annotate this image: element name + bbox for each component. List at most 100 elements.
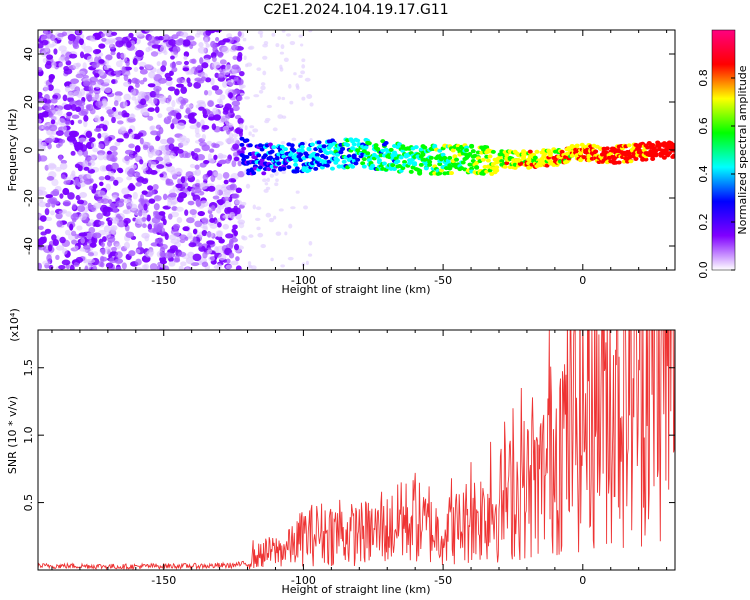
heatmap-noise-point (60, 159, 68, 164)
heatmap-faint-point (288, 83, 292, 89)
heatmap-noise-point (199, 182, 208, 190)
heatmap-noise-point (225, 264, 233, 270)
heatmap-noise-point (103, 225, 112, 233)
heatmap-band-point (239, 136, 245, 141)
heatmap-noise-point (132, 191, 138, 200)
heatmap-noise-point (238, 222, 245, 229)
heatmap-noise-point (185, 104, 194, 109)
heatmap-faint-point (240, 84, 246, 89)
heatmap-noise-point (150, 148, 160, 156)
heatmap-band-point (239, 142, 245, 147)
heatmap-noise-point (225, 233, 234, 239)
heatmap-noise-point (147, 161, 157, 168)
heatmap-noise-point (164, 265, 170, 270)
heatmap-noise-point (141, 178, 149, 185)
heatmap-noise-point (181, 150, 189, 159)
heatmap-noise-point (61, 31, 68, 37)
heatmap-noise-point (99, 255, 105, 263)
heatmap-noise-point (175, 206, 184, 212)
heatmap-noise-point (131, 96, 137, 101)
heatmap-band-point (616, 160, 622, 165)
heatmap-noise-point (191, 58, 197, 65)
heatmap-band-point (512, 165, 518, 170)
heatmap-noise-point (128, 250, 136, 257)
heatmap-faint-point (275, 43, 280, 48)
heatmap-faint-point (309, 137, 313, 142)
heatmap-noise-point (117, 120, 124, 125)
heatmap-noise-point (199, 57, 204, 65)
heatmap-noise-point (187, 113, 195, 120)
heatmap-noise-point (56, 220, 63, 228)
heatmap-faint-point (301, 64, 306, 69)
heatmap-noise-point (189, 208, 197, 216)
heatmap-faint-point (254, 217, 261, 222)
heatmap-noise-point (141, 209, 147, 216)
heatmap-faint-point (268, 217, 275, 223)
heatmap-band-point (460, 160, 466, 165)
heatmap-noise-point (199, 200, 209, 208)
heatmap-noise-point (97, 153, 105, 161)
heatmap-noise-point (220, 64, 226, 70)
heatmap-noise-point (204, 37, 209, 45)
heatmap-faint-point (266, 104, 273, 109)
heatmap-noise-point (128, 32, 134, 39)
heatmap-band-point (351, 142, 357, 147)
heatmap-band-point (355, 138, 361, 143)
heatmap-noise-point (115, 40, 124, 48)
heatmap-noise-point (211, 123, 217, 131)
heatmap-noise-point (189, 43, 194, 50)
heatmap-noise-point (206, 231, 214, 238)
heatmap-faint-point (249, 125, 255, 129)
heatmap-noise-point (233, 76, 239, 82)
heatmap-noise-point (116, 52, 122, 59)
heatmap-noise-point (151, 44, 161, 49)
heatmap-noise-point (44, 208, 50, 216)
heatmap-faint-point (293, 72, 297, 76)
heatmap-noise-point (225, 258, 231, 264)
heatmap-noise-point (115, 36, 123, 41)
heatmap-noise-point (235, 256, 240, 262)
heatmap-noise-point (149, 90, 157, 98)
heatmap-noise-point (182, 67, 190, 72)
heatmap-noise-point (124, 149, 134, 155)
heatmap-noise-point (126, 175, 132, 181)
heatmap-band-point (269, 149, 275, 154)
heatmap-noise-point (210, 77, 215, 86)
heatmap-noise-point (58, 45, 67, 52)
heatmap-noise-point (70, 213, 79, 221)
heatmap-noise-point (104, 87, 112, 93)
heatmap-band-point (467, 152, 473, 157)
heatmap-band-point (452, 154, 458, 159)
heatmap-noise-point (145, 46, 151, 53)
heatmap-noise-point (67, 33, 76, 42)
heatmap-band-point (353, 161, 359, 166)
heatmap-band-point (628, 159, 634, 164)
heatmap-noise-point (160, 65, 167, 72)
heatmap-band-point (391, 166, 397, 171)
heatmap-noise-point (83, 80, 91, 87)
heatmap-band-point (247, 143, 253, 148)
heatmap-noise-point (233, 156, 240, 162)
heatmap-band-point (329, 166, 335, 171)
heatmap-faint-point (295, 190, 300, 194)
heatmap-band-point (670, 142, 675, 147)
heatmap-band-point (593, 149, 599, 154)
heatmap-noise-point (93, 93, 101, 101)
heatmap-noise-point (207, 100, 214, 107)
heatmap-band-point (294, 166, 300, 171)
heatmap-noise-point (195, 132, 201, 138)
heatmap-noise-point (192, 228, 198, 235)
heatmap-faint-point (272, 127, 278, 132)
heatmap-y-tick-label: 40 (22, 47, 35, 61)
heatmap-noise-point (216, 173, 223, 181)
heatmap-band-point (350, 164, 356, 169)
heatmap-noise-point (105, 262, 114, 269)
heatmap-noise-point (84, 265, 89, 270)
heatmap-noise-point (55, 143, 61, 149)
heatmap-noise-point (94, 56, 99, 65)
heatmap-noise-point (113, 179, 119, 186)
heatmap-noise-point (105, 232, 111, 239)
heatmap-noise-point (65, 120, 71, 126)
heatmap-noise-point (183, 60, 190, 66)
